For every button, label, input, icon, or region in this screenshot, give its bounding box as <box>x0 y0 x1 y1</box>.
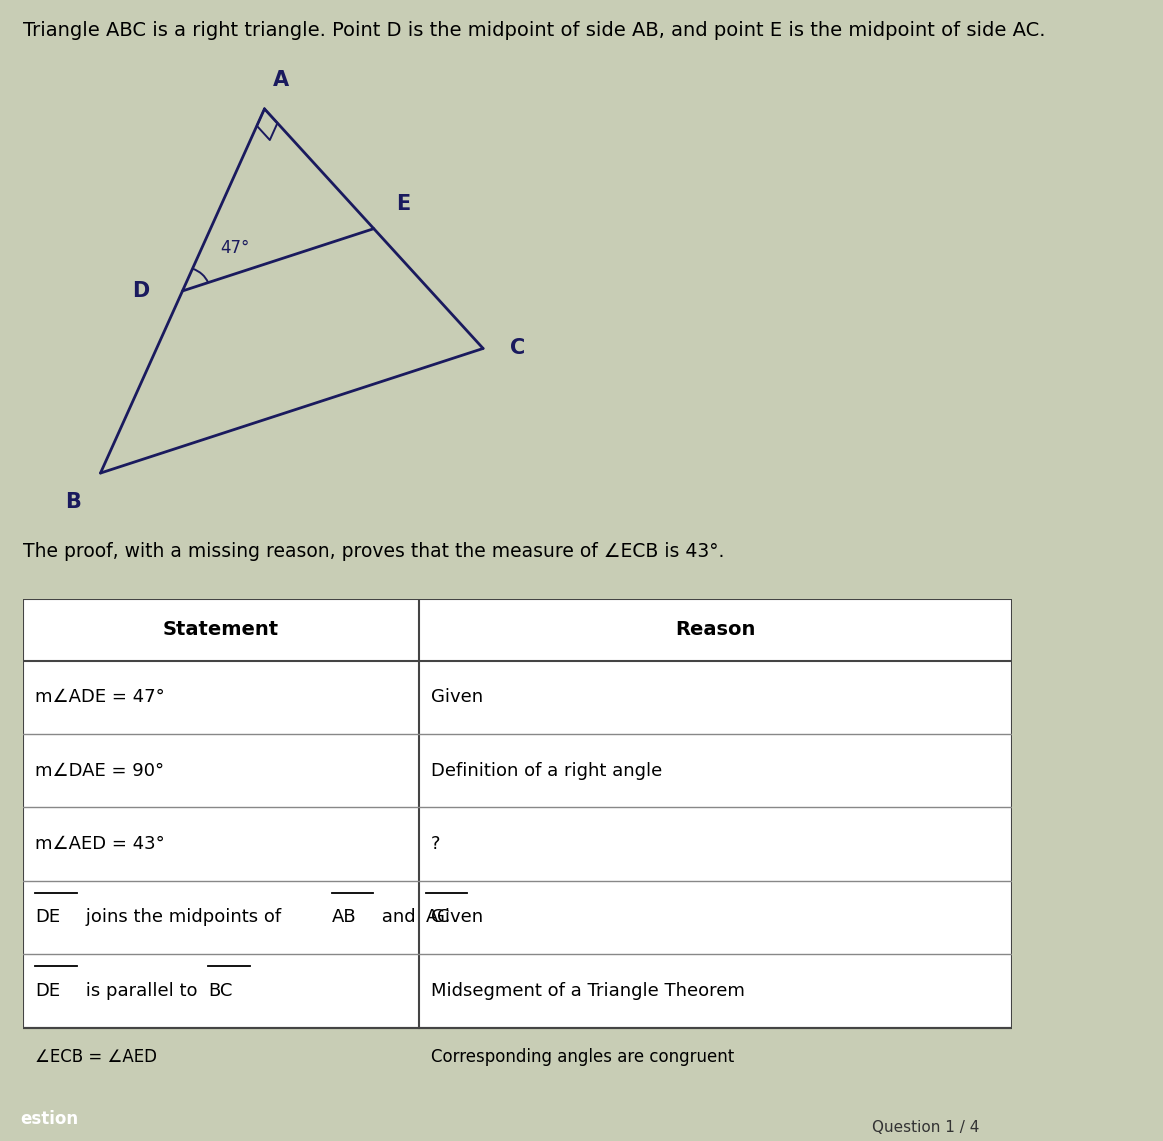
Text: DE: DE <box>35 982 60 1000</box>
Text: DE: DE <box>35 908 60 926</box>
Text: Given: Given <box>430 908 483 926</box>
Text: Statement: Statement <box>163 621 279 639</box>
Text: and: and <box>376 908 421 926</box>
Text: ?: ? <box>430 835 440 853</box>
Text: joins the midpoints of: joins the midpoints of <box>79 908 286 926</box>
Text: is parallel to: is parallel to <box>79 982 202 1000</box>
Text: m∠DAE = 90°: m∠DAE = 90° <box>35 762 164 779</box>
Text: Triangle ABC is a right triangle. Point D is the midpoint of side AB, and point : Triangle ABC is a right triangle. Point … <box>23 21 1046 40</box>
Text: Corresponding angles are congruent: Corresponding angles are congruent <box>430 1047 734 1066</box>
Text: estion: estion <box>21 1110 78 1128</box>
Text: ∠ECB = ∠AED: ∠ECB = ∠AED <box>35 1047 157 1066</box>
Text: AB: AB <box>331 908 356 926</box>
Text: Midsegment of a Triangle Theorem: Midsegment of a Triangle Theorem <box>430 982 744 1000</box>
Text: Definition of a right angle: Definition of a right angle <box>430 762 662 779</box>
Text: Given: Given <box>430 688 483 706</box>
Text: m∠AED = 43°: m∠AED = 43° <box>35 835 165 853</box>
Text: B: B <box>65 492 81 512</box>
Text: Question 1 / 4: Question 1 / 4 <box>872 1120 979 1135</box>
Text: E: E <box>395 194 409 215</box>
Text: m∠ADE = 47°: m∠ADE = 47° <box>35 688 165 706</box>
Text: C: C <box>511 339 526 358</box>
Text: A: A <box>273 70 288 90</box>
Text: D: D <box>133 281 150 301</box>
Text: AC: AC <box>426 908 450 926</box>
Text: Reason: Reason <box>675 621 756 639</box>
Text: 47°: 47° <box>221 240 250 258</box>
Text: The proof, with a missing reason, proves that the measure of ∠ECB is 43°.: The proof, with a missing reason, proves… <box>23 542 725 561</box>
Text: BC: BC <box>208 982 233 1000</box>
